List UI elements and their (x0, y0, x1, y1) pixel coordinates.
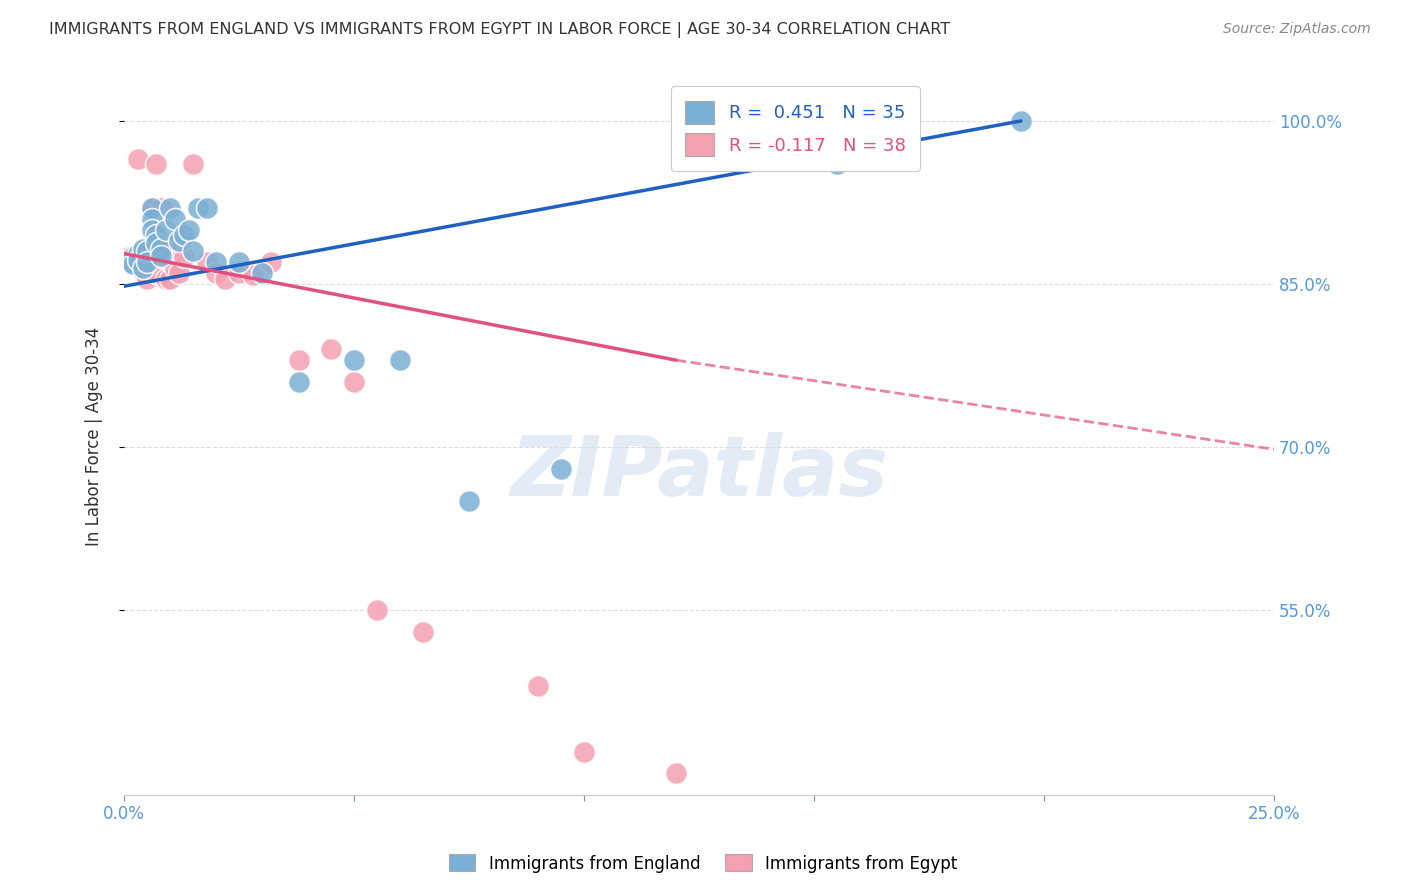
Point (572, 745, 595, 759)
Point (550, 462, 572, 476)
Point (250, 266, 273, 280)
Point (118, 255, 141, 269)
Point (136, 271, 159, 285)
Point (155, 222, 177, 236)
Point (131, 242, 153, 256)
Point (173, 228, 195, 243)
Point (288, 375, 311, 389)
Text: Source: ZipAtlas.com: Source: ZipAtlas.com (1223, 22, 1371, 37)
Point (288, 353, 311, 368)
Point (173, 250, 195, 264)
Point (136, 244, 159, 259)
Point (131, 244, 153, 259)
Point (163, 211, 186, 226)
Point (118, 250, 141, 264)
Point (159, 271, 181, 285)
Point (136, 255, 159, 269)
Point (159, 250, 181, 264)
Point (458, 494, 481, 508)
Point (177, 222, 200, 236)
Point (141, 201, 163, 215)
Point (242, 268, 264, 283)
Text: IMMIGRANTS FROM ENGLAND VS IMMIGRANTS FROM EGYPT IN LABOR FORCE | AGE 30-34 CORR: IMMIGRANTS FROM ENGLAND VS IMMIGRANTS FR… (49, 22, 950, 38)
Point (145, 266, 167, 280)
Point (195, 255, 218, 269)
Point (149, 249, 172, 263)
Point (127, 152, 149, 166)
Legend: R =  0.451   N = 35, R = -0.117   N = 38: R = 0.451 N = 35, R = -0.117 N = 38 (671, 87, 920, 170)
Point (127, 253, 149, 268)
Point (131, 260, 153, 275)
Point (145, 228, 167, 243)
Point (187, 201, 209, 215)
Point (159, 201, 181, 215)
Point (169, 266, 191, 280)
Point (825, 157, 848, 171)
Point (260, 255, 283, 269)
Point (145, 235, 167, 250)
Point (389, 353, 412, 368)
Point (122, 250, 145, 264)
Point (141, 201, 163, 215)
Point (319, 343, 342, 357)
Point (228, 255, 250, 269)
Point (205, 255, 228, 269)
Point (169, 244, 191, 259)
Point (169, 234, 191, 248)
Point (214, 271, 236, 285)
Point (163, 260, 186, 275)
Point (127, 246, 149, 260)
Point (131, 264, 153, 278)
Point (141, 255, 163, 269)
Text: ZIPatlas: ZIPatlas (510, 432, 889, 513)
Point (155, 271, 177, 285)
Point (122, 257, 145, 271)
Point (665, 766, 688, 780)
Point (195, 201, 218, 215)
Point (1010, 114, 1032, 128)
Point (136, 246, 159, 260)
Legend: Immigrants from England, Immigrants from Egypt: Immigrants from England, Immigrants from… (441, 847, 965, 880)
Point (366, 603, 388, 617)
Point (149, 201, 172, 215)
Point (141, 211, 163, 226)
Point (149, 250, 172, 264)
Y-axis label: In Labor Force | Age 30-34: In Labor Force | Age 30-34 (86, 326, 103, 546)
Point (343, 353, 366, 368)
Point (181, 244, 204, 259)
Point (145, 157, 167, 171)
Point (127, 253, 149, 268)
Point (228, 266, 250, 280)
Point (136, 244, 159, 259)
Point (527, 679, 550, 693)
Point (122, 257, 145, 271)
Point (149, 242, 172, 256)
Point (155, 244, 177, 259)
Point (141, 222, 163, 236)
Point (343, 375, 366, 389)
Point (205, 266, 228, 280)
Point (181, 157, 204, 171)
Point (412, 624, 434, 639)
